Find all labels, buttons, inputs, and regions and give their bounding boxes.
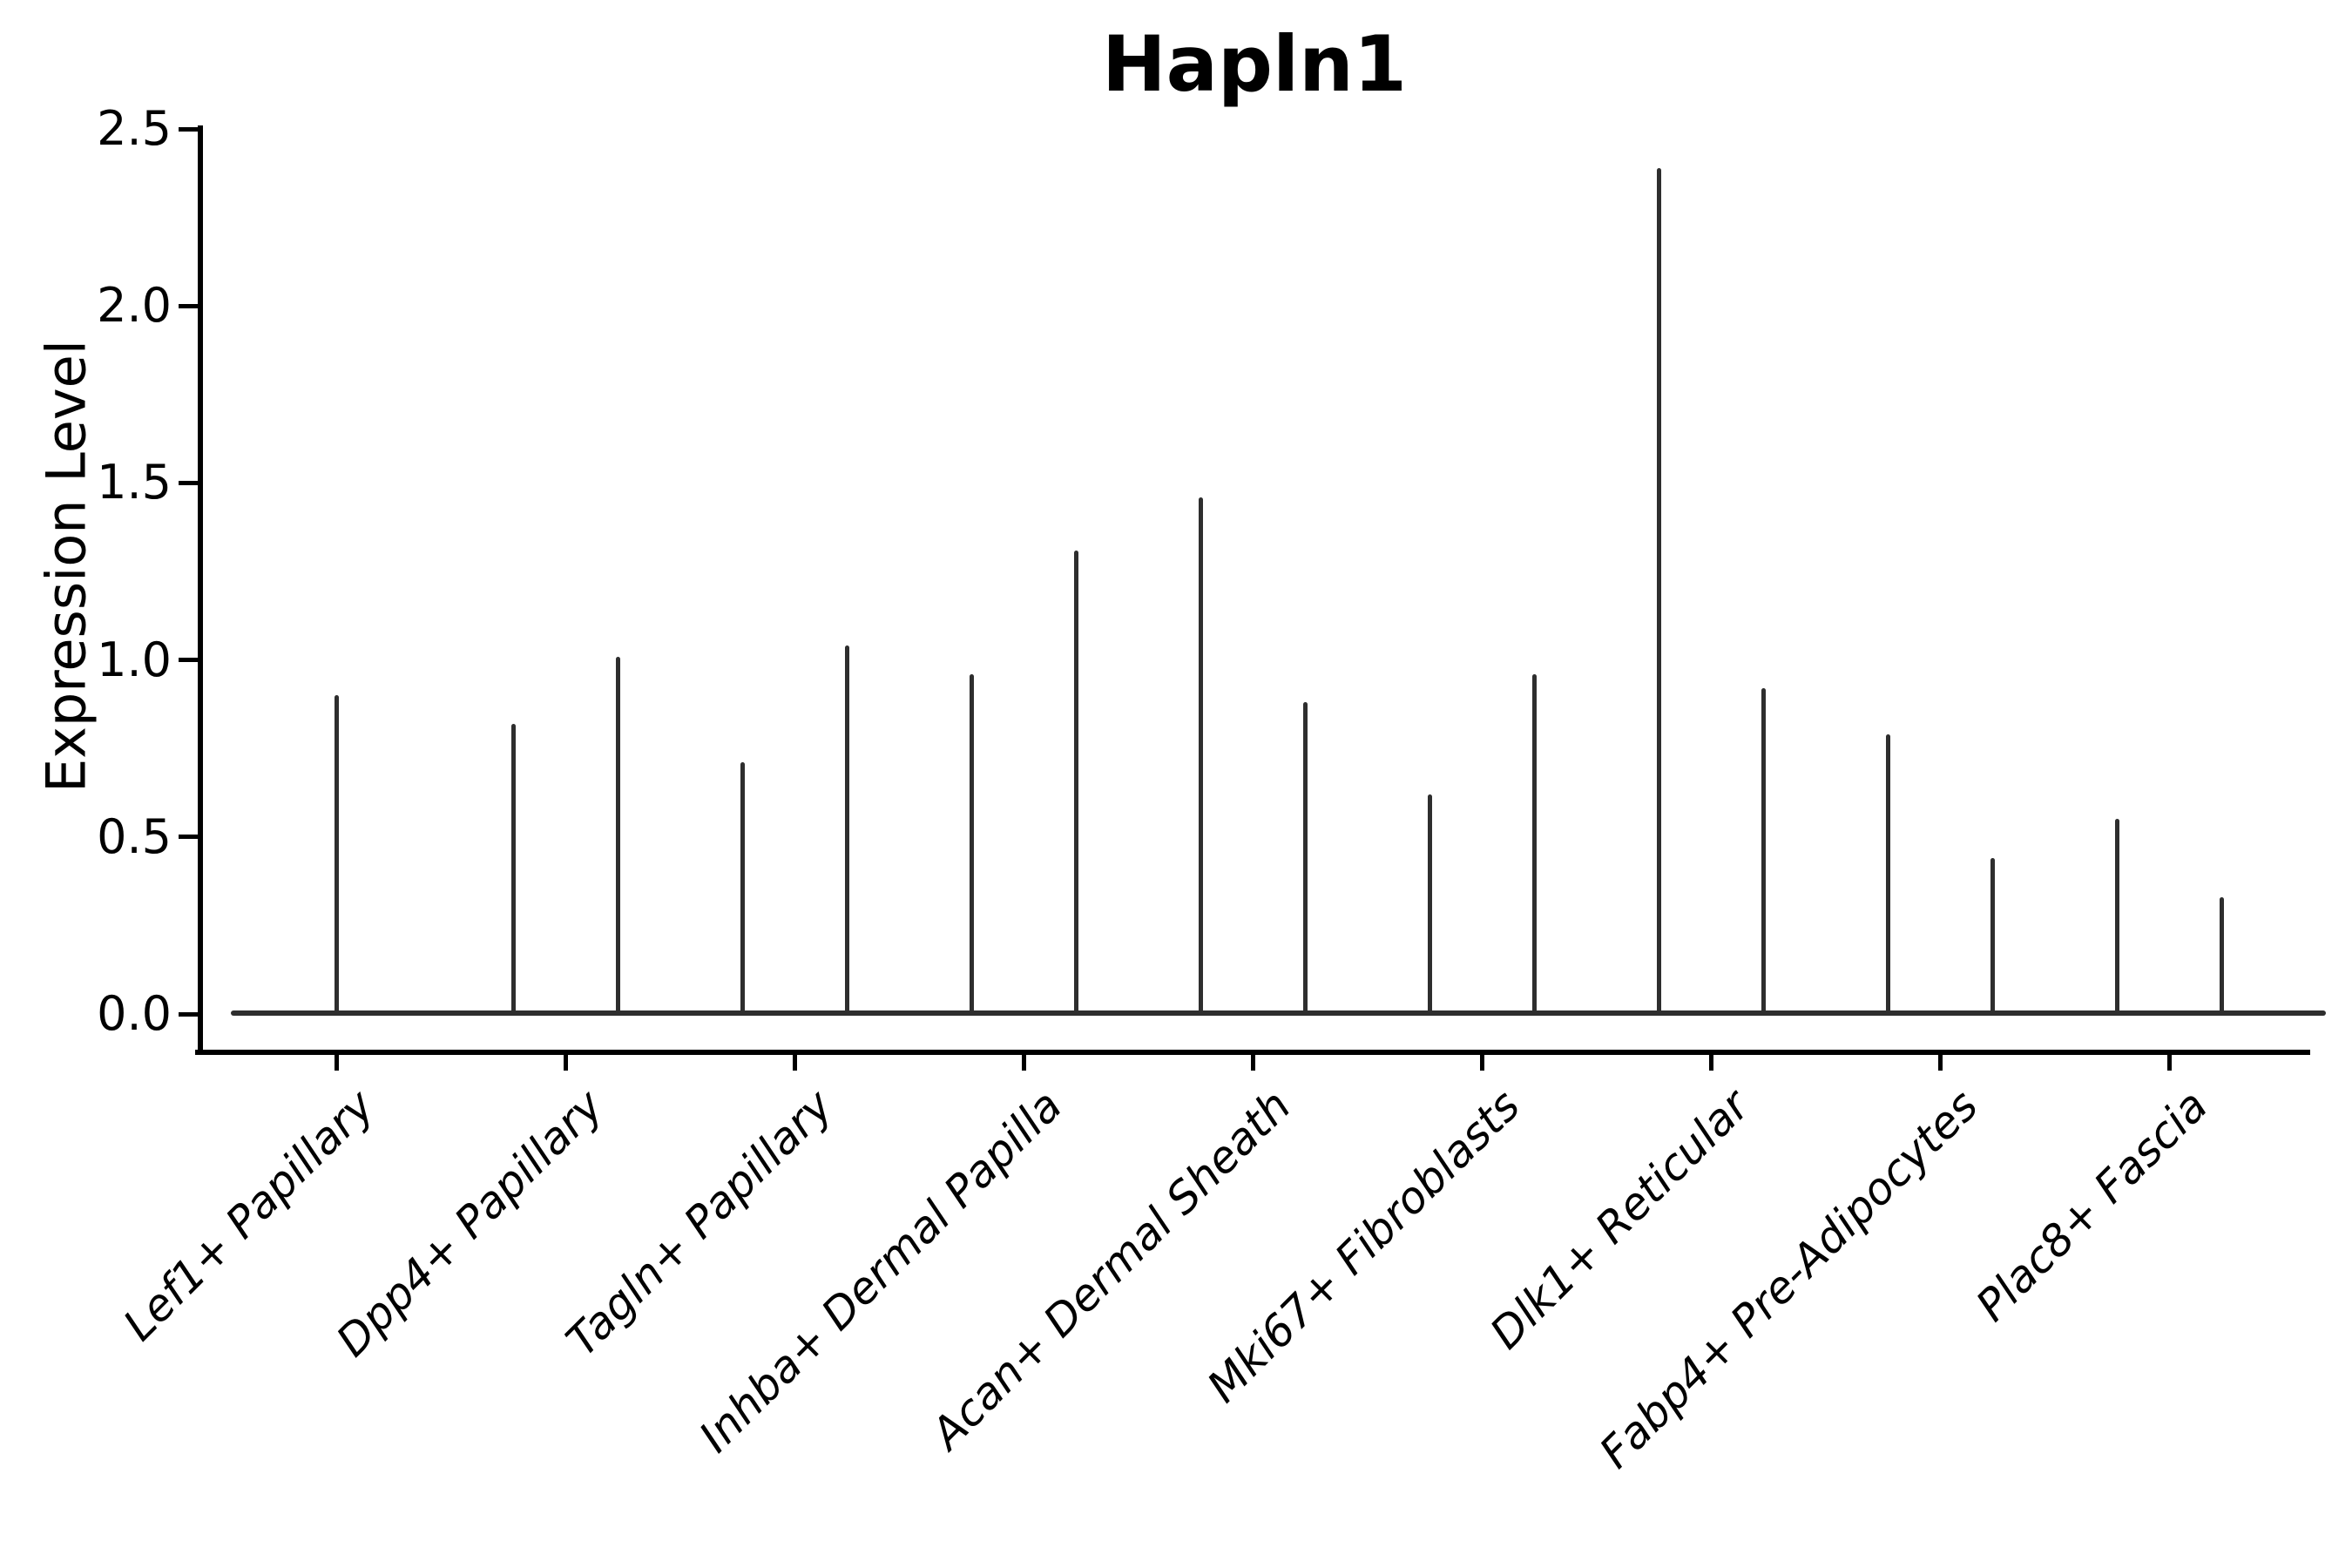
violin-tail [2219, 896, 2224, 1016]
violin-tail [1198, 497, 1203, 1016]
violin-base [867, 1010, 1180, 1016]
x-tick-mark [1479, 1055, 1484, 1071]
y-tick-label: 2.0 [97, 278, 172, 334]
violin-base [638, 1010, 951, 1016]
x-tick-label: Fabp4+ Pre-Adipocytes [1590, 1080, 1989, 1478]
y-tick-mark [179, 658, 198, 663]
violin-tail [1761, 688, 1766, 1016]
violin-base [409, 1010, 722, 1016]
violin-tail [334, 695, 339, 1016]
violin-tail [740, 762, 745, 1016]
violin-tail [969, 673, 974, 1016]
x-tick-mark [1021, 1055, 1026, 1071]
x-tick-mark [2166, 1055, 2172, 1071]
violin-tail [2114, 819, 2119, 1016]
x-tick-mark [1250, 1055, 1255, 1071]
y-tick-label: 1.0 [97, 632, 172, 687]
violin-base [1554, 1010, 1868, 1016]
x-tick-mark [792, 1055, 797, 1071]
plot-title: Hapln1 [1101, 19, 1408, 109]
violin-tail [1990, 858, 1995, 1016]
violin-tail [1656, 167, 1661, 1016]
y-axis-label: Expression Level [34, 340, 98, 793]
x-tick-label: Lef1+ Papillary [113, 1080, 385, 1351]
y-tick-mark [179, 126, 198, 132]
y-tick-mark [179, 1011, 198, 1017]
violin-base [1325, 1010, 1639, 1016]
y-tick-label: 0.0 [97, 986, 172, 1041]
violin-tail [1302, 702, 1308, 1016]
x-tick-mark [1937, 1055, 1943, 1071]
violin-base [1096, 1010, 1409, 1016]
violin-tail [844, 645, 849, 1016]
y-tick-mark [179, 480, 198, 485]
violin-tail [510, 723, 516, 1016]
y-tick-mark [179, 835, 198, 840]
y-tick-label: 2.5 [97, 101, 172, 156]
violin-base [2012, 1010, 2326, 1016]
violin-tail [1427, 794, 1432, 1016]
x-axis-spine [195, 1050, 2310, 1055]
x-tick-label: Plac8+ Fascia [1966, 1080, 2218, 1331]
violin-base [1783, 1010, 2097, 1016]
x-tick-mark [1708, 1055, 1713, 1071]
x-tick-mark [563, 1055, 568, 1071]
violin-tail [1885, 733, 1890, 1016]
x-tick-mark [334, 1055, 339, 1071]
y-tick-label: 1.5 [97, 455, 172, 510]
x-tick-label: Inhba+ Dermal Papilla [689, 1080, 1072, 1463]
violin-tail [615, 656, 620, 1016]
violin-tail [1073, 550, 1078, 1016]
y-tick-label: 0.5 [97, 808, 172, 864]
y-tick-mark [179, 303, 198, 308]
violin-tail [1531, 673, 1537, 1016]
y-axis-spine [198, 125, 203, 1055]
